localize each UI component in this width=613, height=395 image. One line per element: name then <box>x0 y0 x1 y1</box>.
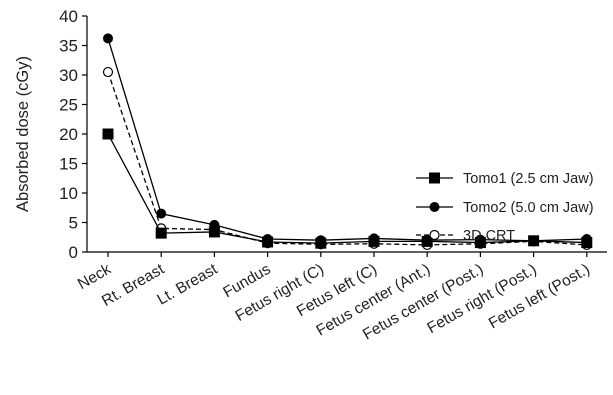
y-axis-ticks: 0 5 10 15 20 25 30 35 40 <box>59 7 87 262</box>
legend-label: Tomo1 (2.5 cm Jaw) <box>463 171 594 187</box>
series-1 <box>102 128 593 249</box>
x-tick-label: Lt. Breast <box>154 260 221 308</box>
series-line <box>107 133 587 244</box>
data-point <box>102 66 114 78</box>
y-tick-label: 0 <box>69 243 78 262</box>
data-point <box>209 219 220 230</box>
y-tick-label: 40 <box>59 7 78 26</box>
legend-marker <box>429 172 440 184</box>
legend-label: 3D CRT <box>463 228 515 244</box>
legend: Tomo1 (2.5 cm Jaw) Tomo2 (5.0 cm Jaw) 3D C… <box>416 171 594 244</box>
data-point <box>581 234 592 245</box>
legend-marker <box>429 229 440 241</box>
data-point <box>155 227 167 239</box>
y-axis-title: Absorbed dose (cGy) <box>14 56 32 212</box>
data-point <box>102 128 114 140</box>
data-point <box>208 226 220 238</box>
y-tick-label: 10 <box>59 184 78 203</box>
data-point <box>422 235 433 246</box>
series-2 <box>103 33 592 246</box>
series-layer <box>102 33 593 251</box>
legend-marker <box>429 202 440 212</box>
y-tick-label: 35 <box>59 37 78 56</box>
data-point <box>475 234 486 245</box>
x-tick-label: Neck <box>75 261 114 294</box>
y-tick-label: 15 <box>59 155 78 174</box>
data-point <box>369 233 379 244</box>
data-point <box>262 234 273 245</box>
series-3 <box>102 66 592 251</box>
data-point <box>156 208 167 219</box>
data-point <box>528 235 539 246</box>
y-tick-label: 20 <box>59 125 78 144</box>
data-point <box>315 235 326 246</box>
y-tick-label: 30 <box>59 66 78 85</box>
legend-label: Tomo2 (5.0 cm Jaw) <box>463 200 594 216</box>
y-tick-label: 5 <box>69 214 78 233</box>
series-line <box>107 38 587 242</box>
series-line <box>107 71 587 246</box>
y-tick-label: 25 <box>59 96 78 115</box>
data-point <box>103 33 113 44</box>
